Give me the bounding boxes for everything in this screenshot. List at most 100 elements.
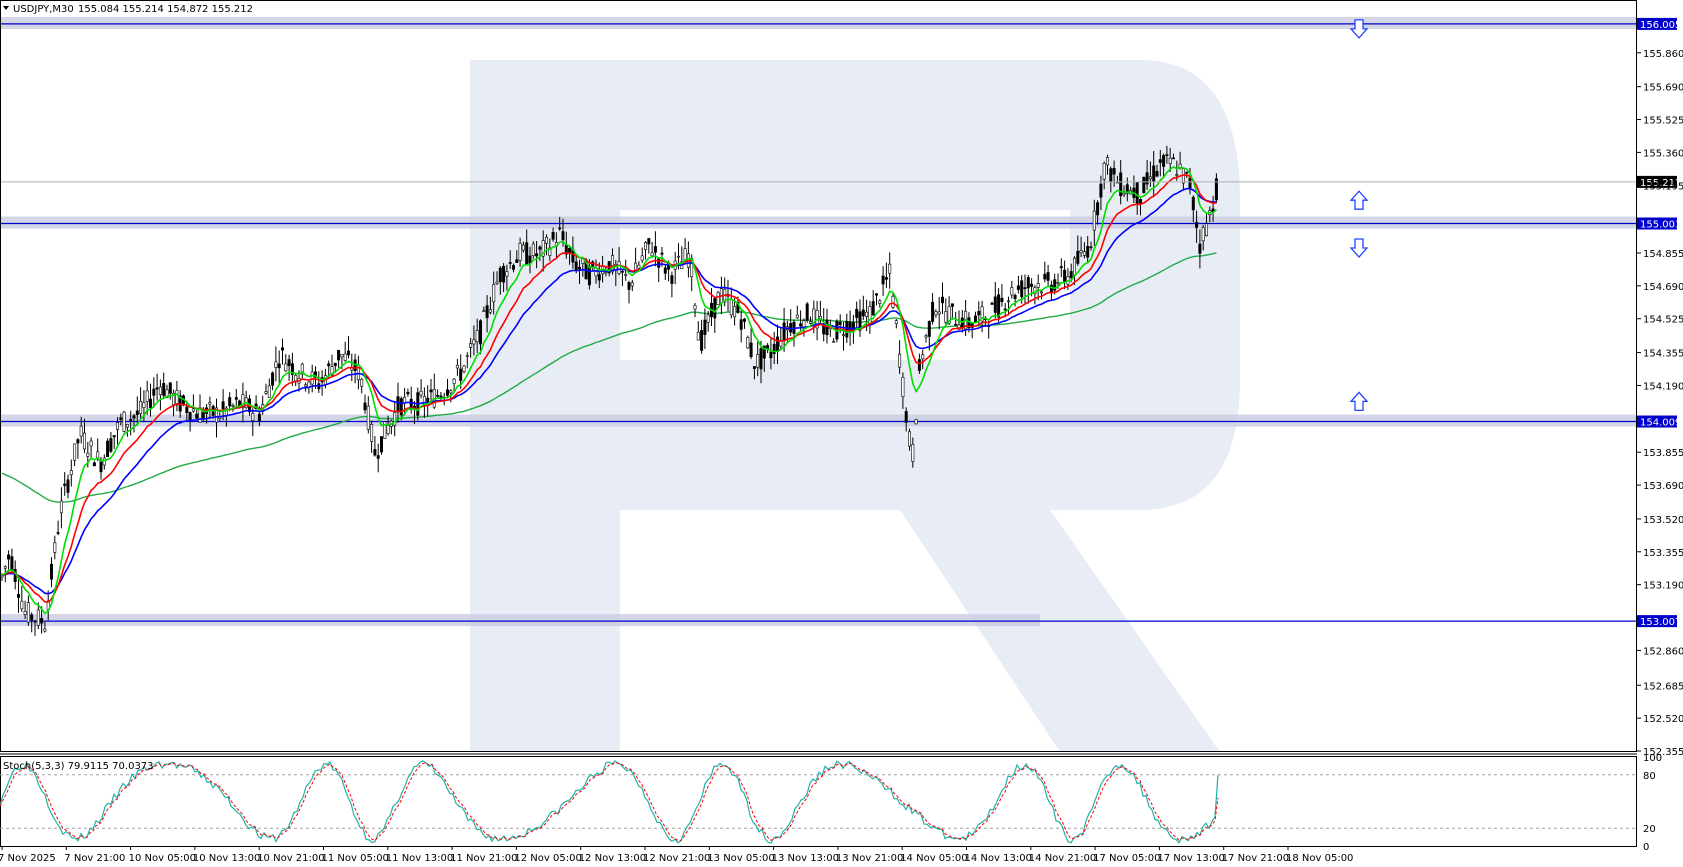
candle-body (168, 382, 172, 394)
candle-body (280, 347, 284, 351)
time-tick-label: 10 Nov 13:00 (193, 853, 260, 864)
candle-body (931, 301, 935, 322)
candle-body (921, 354, 925, 360)
candle-body (1139, 199, 1143, 204)
ma-fast-line (1, 165, 1217, 615)
candle-body (1043, 273, 1047, 280)
price-panel (0, 16, 1636, 636)
candle-body (898, 353, 902, 368)
candle-body (700, 330, 704, 351)
time-tick-label: 12 Nov 05:00 (514, 853, 581, 864)
price-tick-label: 155.195 (1643, 181, 1683, 192)
candle-body (482, 310, 486, 313)
candle-body (521, 244, 525, 251)
stoch-tick-label: 100 (1643, 753, 1662, 764)
candle-body (1036, 283, 1040, 288)
candle-body (1148, 176, 1152, 180)
level-price-tag (1637, 615, 1677, 628)
candle-body (16, 594, 20, 598)
candle-body (1069, 271, 1073, 279)
candle-body (1158, 159, 1162, 163)
time-tick-label: 13 Nov 13:00 (772, 853, 839, 864)
candle-body (670, 275, 674, 284)
candle-body (805, 303, 809, 321)
candle-body (551, 231, 555, 240)
candle-body (271, 372, 275, 386)
candle-body (993, 296, 997, 313)
candle-body (1142, 176, 1146, 193)
candle-body (1016, 285, 1020, 290)
candle-body (228, 397, 232, 407)
candle-body (977, 311, 981, 316)
price-tick-label: 154.855 (1643, 249, 1683, 260)
price-tick-label: 155.860 (1643, 49, 1683, 60)
candle-body (122, 411, 126, 432)
candle-body (492, 284, 496, 303)
chevron-down-icon[interactable] (3, 6, 9, 10)
arrow-up-icon (1349, 391, 1369, 412)
stoch-tick-label: 20 (1643, 824, 1656, 835)
candle-body (940, 296, 944, 304)
candle-body (1185, 171, 1189, 174)
candle-body (627, 282, 631, 290)
level-band (0, 216, 1636, 229)
level-price-tag (1637, 217, 1677, 230)
candle-body (145, 390, 149, 402)
arrow-down-icon (1349, 238, 1369, 258)
candle-body (650, 252, 654, 257)
candle-body (1175, 174, 1179, 176)
candle-body (647, 238, 651, 245)
candle-body (399, 398, 403, 416)
candle-body (587, 266, 591, 286)
candle-body (1135, 182, 1139, 204)
candle-body (894, 320, 898, 324)
time-tick-label: 11 Nov 05:00 (322, 853, 389, 864)
candle-body (109, 438, 113, 452)
candle-body (79, 425, 83, 437)
candle-body (257, 413, 261, 422)
candle-body (832, 340, 836, 343)
candle-body (373, 449, 377, 456)
candle-body (713, 298, 717, 319)
candle-body (1119, 172, 1123, 197)
candle-body (1162, 155, 1166, 167)
candle-body (86, 452, 90, 457)
candle-body (175, 390, 179, 406)
time-tick-label: 11 Nov 21:00 (450, 853, 517, 864)
candle-body (462, 365, 466, 372)
candle-body (749, 342, 753, 358)
candle-body (762, 345, 766, 359)
price-tick-label: 154.690 (1643, 282, 1683, 293)
candle-body (1046, 272, 1050, 281)
candle-body (436, 395, 440, 397)
candle-body (1023, 287, 1027, 290)
candle-body (465, 354, 469, 357)
candle-body (548, 247, 552, 256)
candle-body (26, 602, 30, 623)
candle-body (1109, 168, 1113, 182)
candle-body (20, 600, 24, 610)
candle-body (1073, 257, 1077, 276)
candle-body (290, 363, 294, 375)
candle-body (360, 379, 364, 387)
time-tick-label: 17 Nov 13:00 (1157, 853, 1224, 864)
candle-body (917, 359, 921, 371)
candle-body (327, 363, 331, 367)
candle-body (152, 388, 156, 396)
stoch-tick-label: 80 (1643, 771, 1656, 782)
candle-body (1214, 178, 1218, 201)
candle-body (10, 556, 14, 571)
candle-body (178, 395, 182, 412)
candle-body (142, 402, 146, 408)
candle-body (310, 371, 314, 385)
candle-body (488, 309, 492, 313)
symbol-timeframe: USDJPY,M30 (13, 4, 74, 15)
candle-body (83, 432, 87, 450)
candle-body (544, 236, 548, 244)
candle-body (1188, 177, 1192, 189)
ma-long-path (1, 252, 1217, 503)
candle-body (185, 406, 189, 414)
price-panel-frame (0, 0, 1637, 752)
candle-body (1049, 284, 1053, 293)
arrow-up-icon (1349, 190, 1369, 210)
